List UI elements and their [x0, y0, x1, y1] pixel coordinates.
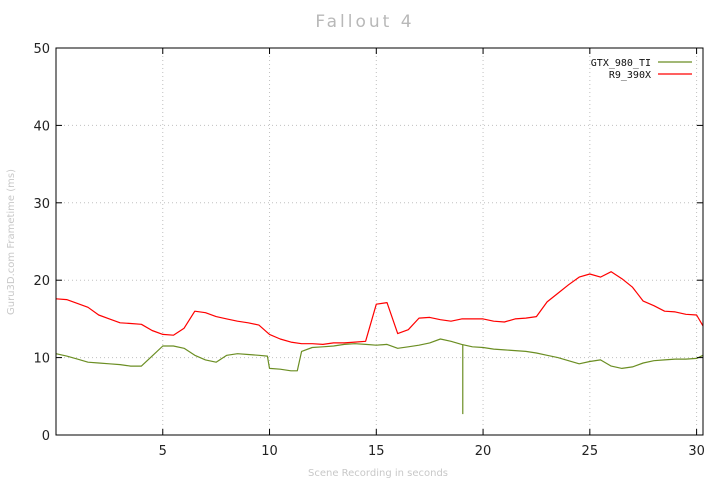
plot-frame	[55, 47, 704, 436]
x-axis-title: Scene Recording in seconds	[308, 468, 448, 479]
y-tick-label: 50	[33, 42, 50, 57]
x-tick-label: 25	[582, 444, 599, 459]
y-tick-label: 30	[33, 197, 50, 212]
grid-layer	[56, 48, 703, 435]
y-tick-label: 20	[33, 274, 50, 289]
x-tick-label: 20	[475, 444, 492, 459]
y-tick-label: 0	[42, 429, 50, 444]
tick-layer: 0 10 20 30 40 50 5 10 15 20 25 30	[33, 42, 704, 459]
y-tick-label: 40	[33, 119, 50, 134]
series-line-r9-390x	[55, 271, 704, 345]
series-layer	[55, 271, 704, 415]
y-tick-label: 10	[33, 352, 50, 367]
x-tick-label: 10	[261, 444, 278, 459]
x-tick-label: 5	[159, 444, 167, 459]
x-tick-label: 30	[688, 444, 705, 459]
x-tick-label: 15	[368, 444, 385, 459]
series-line-gtx-980-ti	[55, 338, 704, 372]
legend-label: GTX_980_TI	[591, 58, 651, 69]
legend-label: R9_390X	[609, 70, 651, 81]
chart-title: Fallout 4	[315, 12, 414, 32]
y-axis-title: Guru3D.com Frametime (ms)	[6, 169, 17, 315]
